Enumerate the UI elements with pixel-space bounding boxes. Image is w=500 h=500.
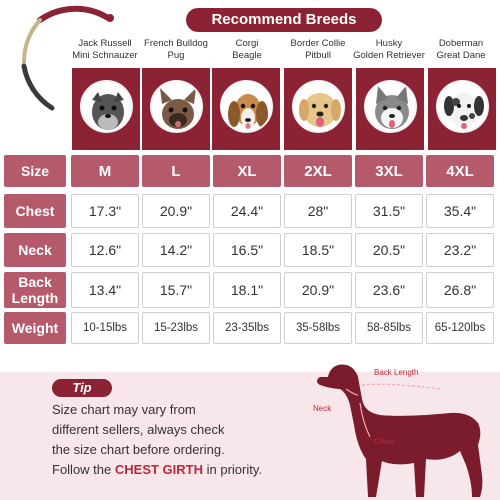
decorative-arc: [21, 5, 114, 111]
neck-cell: 12.6": [71, 233, 139, 267]
weight-row-label: Weight: [4, 312, 66, 344]
breed-photo-panel-5: [356, 68, 424, 150]
neck-row-label: Neck: [4, 233, 66, 267]
chest-label: Chest: [374, 437, 395, 446]
schnauzer-photo: [80, 80, 133, 133]
back-length-label: Back Length: [374, 368, 419, 377]
chest-cell: 17.3": [71, 194, 139, 228]
size-cell: 4XL: [426, 155, 494, 187]
tip-badge: Tip: [52, 379, 112, 397]
size-row-label: Size: [4, 155, 66, 187]
breed-photo-panel-6: [428, 68, 496, 150]
neck-cell: 20.5": [355, 233, 423, 267]
weight-cell: 10-15lbs: [71, 312, 139, 344]
breed-photo-panel-3: [212, 68, 280, 150]
neck-cell: 23.2": [426, 233, 494, 267]
breed-name-1: Jack Russell Mini Schnauzer: [72, 38, 138, 61]
size-cell: XL: [213, 155, 281, 187]
recommend-breeds-title: Recommend Breeds: [186, 8, 382, 32]
weight-cell: 15-23lbs: [142, 312, 210, 344]
neck-cell: 18.5": [284, 233, 352, 267]
neck-label: Neck: [313, 404, 332, 413]
chest-cell: 24.4": [213, 194, 281, 228]
great-dane-photo: [436, 80, 489, 133]
back-length-cell: 26.8": [426, 272, 494, 308]
tip-text: Size chart may vary from different selle…: [52, 402, 262, 477]
weight-cell: 65-120lbs: [426, 312, 494, 344]
chest-cell: 28": [284, 194, 352, 228]
breed-name-4: Border Collie Pitbull: [290, 38, 346, 61]
dog-silhouette-icon: [317, 364, 483, 497]
beagle-photo: [220, 80, 273, 133]
breed-photo-panel-4: [284, 68, 352, 150]
size-cell: M: [71, 155, 139, 187]
breed-name-5: Husky Golden Retriever: [353, 38, 425, 61]
size-cell: 3XL: [355, 155, 423, 187]
weight-cell: 35-58lbs: [284, 312, 352, 344]
breed-photo-panel-2: [142, 68, 210, 150]
chest-cell: 35.4": [426, 194, 494, 228]
chest-row-label: Chest: [4, 194, 66, 228]
breed-name-6: Doberman Great Dane: [436, 38, 486, 61]
chest-cell: 20.9": [142, 194, 210, 228]
husky-photo: [364, 80, 417, 133]
weight-cell: 58-85lbs: [355, 312, 423, 344]
neck-cell: 14.2": [142, 233, 210, 267]
back-length-cell: 20.9": [284, 272, 352, 308]
back-length-row-label: Back Length: [4, 272, 66, 308]
back-length-cell: 13.4": [71, 272, 139, 308]
french-bulldog-photo: [150, 80, 203, 133]
chest-girth-highlight: CHEST GIRTH: [114, 462, 203, 477]
size-cell: L: [142, 155, 210, 187]
breed-name-2: French Bulldog Pug: [144, 38, 208, 61]
chest-cell: 31.5": [355, 194, 423, 228]
labrador-photo: [292, 80, 345, 133]
size-cell: 2XL: [284, 155, 352, 187]
back-length-cell: 18.1": [213, 272, 281, 308]
neck-cell: 16.5": [213, 233, 281, 267]
breed-name-3: Corgi Beagle: [232, 38, 262, 61]
weight-cell: 23-35lbs: [213, 312, 281, 344]
back-length-cell: 15.7": [142, 272, 210, 308]
back-length-cell: 23.6": [355, 272, 423, 308]
breed-photo-panel-1: [72, 68, 140, 150]
